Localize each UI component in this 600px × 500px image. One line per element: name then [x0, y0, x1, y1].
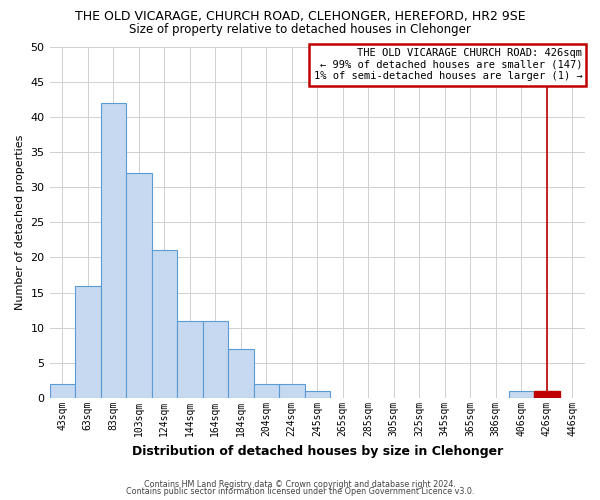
Bar [177, 321, 203, 398]
Bar [534, 391, 560, 398]
Text: THE OLD VICARAGE, CHURCH ROAD, CLEHONGER, HEREFORD, HR2 9SE: THE OLD VICARAGE, CHURCH ROAD, CLEHONGER… [74, 10, 526, 23]
Bar [254, 384, 279, 398]
Text: Size of property relative to detached houses in Clehonger: Size of property relative to detached ho… [129, 22, 471, 36]
Bar [203, 321, 228, 398]
Bar [509, 391, 534, 398]
Bar [50, 384, 75, 398]
Y-axis label: Number of detached properties: Number of detached properties [15, 134, 25, 310]
X-axis label: Distribution of detached houses by size in Clehonger: Distribution of detached houses by size … [131, 444, 503, 458]
Text: Contains HM Land Registry data © Crown copyright and database right 2024.: Contains HM Land Registry data © Crown c… [144, 480, 456, 489]
Bar [305, 391, 330, 398]
Text: Contains public sector information licensed under the Open Government Licence v3: Contains public sector information licen… [126, 488, 474, 496]
Bar [152, 250, 177, 398]
Bar [228, 349, 254, 398]
Bar [279, 384, 305, 398]
Bar [126, 173, 152, 398]
Bar [101, 103, 126, 398]
Bar [75, 286, 101, 398]
Text: THE OLD VICARAGE CHURCH ROAD: 426sqm
← 99% of detached houses are smaller (147)
: THE OLD VICARAGE CHURCH ROAD: 426sqm ← 9… [314, 48, 583, 82]
